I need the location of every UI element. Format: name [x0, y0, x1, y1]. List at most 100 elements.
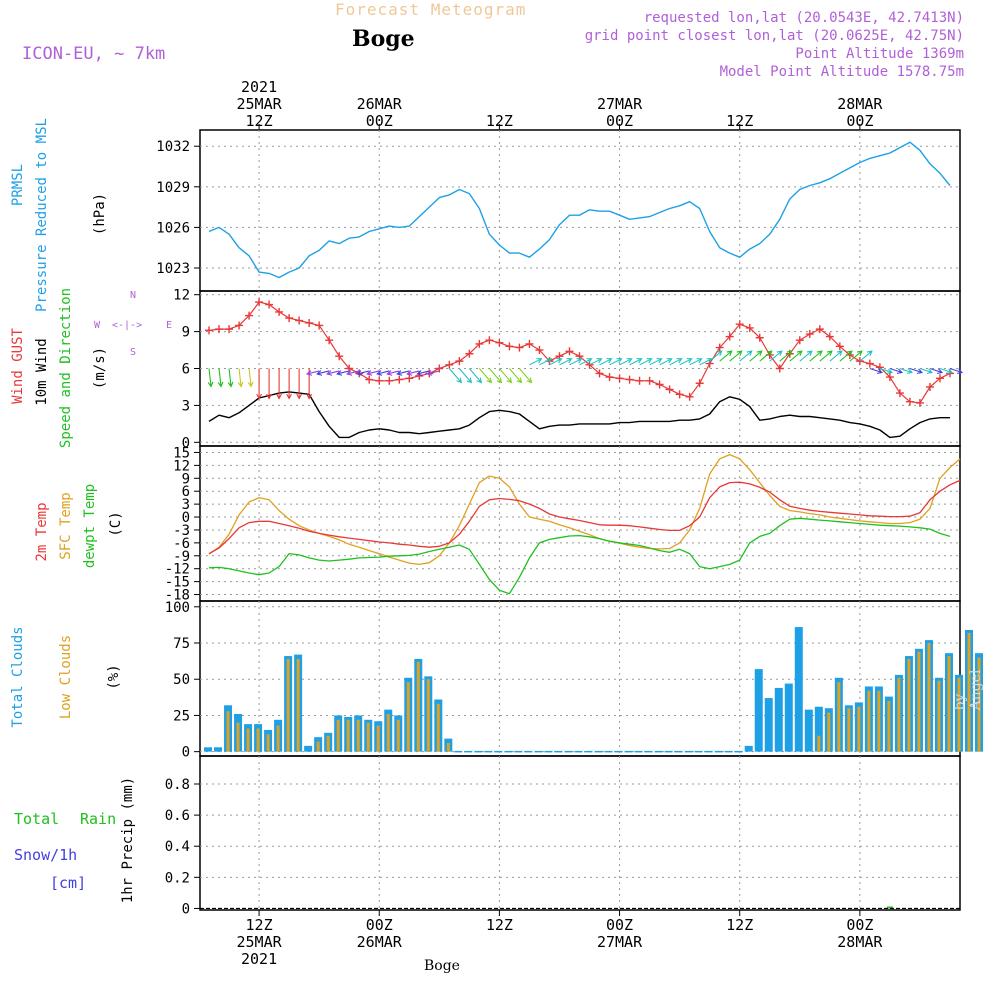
wind-direction-arrow	[849, 350, 863, 362]
wind-direction-arrow	[799, 350, 813, 362]
wind-direction-arrow	[227, 368, 234, 388]
gust-marker	[395, 375, 404, 384]
total-clouds-bar	[754, 669, 763, 752]
gust-marker	[935, 374, 944, 383]
wind-direction-arrow	[679, 358, 693, 366]
precip-total-label: Total	[14, 810, 60, 828]
wind-direction-arrow	[589, 358, 603, 366]
gust-marker	[295, 316, 304, 325]
y-tick-label: 0.2	[165, 870, 190, 886]
gust-marker	[755, 333, 764, 342]
wind-direction-arrow	[406, 370, 420, 376]
x-tick-label-bottom: 2021	[241, 950, 277, 968]
wind-direction-arrow	[599, 358, 613, 366]
y-tick-label: 0	[182, 435, 190, 451]
gust-marker	[695, 379, 704, 388]
model-altitude: Model Point Altitude 1578.75m	[719, 64, 964, 80]
gust-marker	[305, 318, 314, 327]
x-tick-label-bottom: 12Z	[486, 916, 513, 934]
grid-point-coords: grid point closest lon,lat (20.0625E, 42…	[584, 28, 964, 44]
gust-marker	[525, 339, 534, 348]
wind-direction-arrow	[789, 350, 803, 362]
x-tick-label-bottom: 12Z	[246, 916, 273, 934]
gust-marker	[885, 373, 894, 382]
temp-dewpt-label: dewpt Temp	[82, 483, 98, 569]
wind-direction-arrow	[669, 358, 683, 366]
wind-direction-arrow	[336, 370, 350, 376]
temp-unit: (C)	[108, 511, 124, 537]
low-clouds-bar	[236, 722, 240, 752]
precip-snow-label: Snow/1h	[14, 846, 78, 864]
x-tick-label-top: 26MAR	[357, 95, 403, 113]
low-clouds-bar	[426, 679, 430, 752]
total-clouds-bar	[214, 747, 223, 752]
wind-direction-arrow	[529, 358, 543, 366]
y-tick-label: -9	[173, 549, 190, 565]
clouds-unit: (%)	[106, 664, 122, 690]
gust-marker	[595, 369, 604, 378]
product-title: Forecast Meteogram	[335, 0, 527, 19]
wind-direction-arrow	[769, 350, 783, 362]
gust-marker	[485, 336, 494, 345]
wind-direction-arrow	[619, 358, 633, 366]
panel-frame	[199, 445, 961, 602]
low-clouds-bar	[947, 656, 951, 752]
gust-marker	[245, 311, 254, 320]
gust-marker	[615, 374, 624, 383]
total-clouds-bar	[304, 745, 313, 752]
wind-speed-line	[208, 391, 950, 439]
wind-direction-arrow	[458, 368, 473, 384]
wind-direction-arrow	[609, 358, 623, 366]
total-clouds-bar	[764, 698, 773, 752]
gust-marker	[625, 375, 634, 384]
gust-marker	[325, 336, 334, 345]
low-clouds-bar	[857, 706, 861, 752]
wind-direction-arrow	[839, 350, 853, 362]
temp-sfc-label: SFC Temp	[58, 492, 74, 560]
low-clouds-bar	[376, 725, 380, 752]
wind-direction-arrow	[829, 350, 843, 362]
time-axis: 12Z25MAR202112Z25MAR202100Z26MAR00Z26MAR…	[236, 78, 883, 968]
low-clouds-bar	[817, 735, 821, 752]
gust-marker	[465, 349, 474, 358]
wind-direction-arrow	[296, 368, 303, 400]
gust-marker	[725, 332, 734, 341]
gust-marker	[795, 336, 804, 345]
low-clouds-bar	[937, 680, 941, 752]
gust-marker	[895, 389, 904, 398]
wind-direction-arrow	[879, 367, 893, 374]
x-tick-label-bottom: 00Z	[606, 916, 633, 934]
wind-direction-arrow	[426, 370, 440, 376]
y-tick-label: 12	[173, 288, 190, 304]
wind-direction-arrow	[386, 370, 400, 376]
sfc-temp-line	[208, 453, 961, 566]
low-clouds-bar	[266, 734, 270, 752]
footer-location: Boge	[424, 958, 460, 974]
pressure-label-prmsl: PRMSL	[10, 163, 26, 207]
wind-direction-arrow	[266, 368, 272, 400]
pressure-label-msl: Pressure Reduced to MSL	[34, 118, 50, 312]
wind-direction-arrow	[448, 368, 463, 384]
wind-direction-arrow	[859, 350, 873, 362]
gust-marker	[375, 376, 384, 385]
temp-2m-label: 2m Temp	[34, 502, 50, 562]
precip-snow-unit: [cm]	[50, 874, 87, 892]
x-tick-label-top: 28MAR	[837, 95, 883, 113]
pressure-panel: 1023 1026 1029 1032	[156, 129, 961, 292]
wind-direction-arrow	[919, 367, 934, 374]
wind-direction-arrow	[869, 367, 883, 374]
x-tick-label-top: 00Z	[606, 112, 633, 130]
y-tick-label: 0	[182, 901, 190, 917]
low-clouds-bar	[897, 677, 901, 752]
gust-marker	[265, 300, 274, 309]
precip-bars	[200, 906, 960, 910]
y-tick-label: 0.8	[165, 777, 190, 793]
gust-marker	[255, 298, 264, 307]
low-clouds-bar	[366, 722, 370, 752]
wind-direction-arrow	[939, 367, 954, 374]
total-clouds-label: Total Clouds	[10, 626, 26, 728]
wind-direction-arrow	[217, 368, 224, 388]
model-label: ICON-EU, ~ 7km	[22, 44, 166, 64]
x-tick-label-top: 12Z	[246, 112, 273, 130]
x-tick-label-top: 25MAR	[236, 95, 282, 113]
